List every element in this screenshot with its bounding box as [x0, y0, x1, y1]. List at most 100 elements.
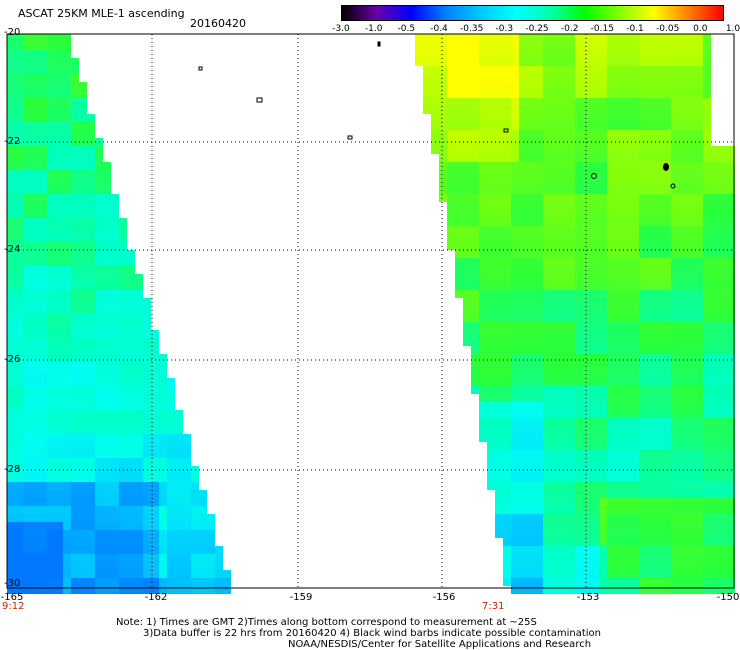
data-cell	[119, 322, 127, 330]
data-cell	[471, 314, 479, 322]
data-cell	[535, 210, 543, 218]
data-cell	[679, 522, 687, 530]
data-cell	[535, 282, 543, 290]
data-cell	[543, 82, 551, 90]
data-cell	[671, 234, 679, 242]
data-cell	[503, 210, 511, 218]
data-cell	[79, 498, 87, 506]
data-cell	[623, 290, 631, 298]
data-cell	[655, 122, 663, 130]
data-cell	[655, 498, 663, 506]
data-cell	[503, 570, 511, 578]
data-cell	[559, 290, 567, 298]
data-cell	[47, 362, 55, 370]
data-cell	[471, 162, 479, 170]
data-cell	[599, 570, 607, 578]
data-cell	[143, 410, 151, 418]
data-cell	[111, 346, 119, 354]
data-cell	[527, 434, 535, 442]
lat-label: -28	[4, 464, 21, 475]
data-cell	[511, 202, 519, 210]
data-cell	[463, 290, 471, 298]
data-cell	[599, 146, 607, 154]
data-cell	[543, 74, 551, 82]
data-cell	[15, 306, 23, 314]
data-cell	[575, 106, 583, 114]
data-cell	[55, 178, 63, 186]
data-cell	[663, 402, 671, 410]
data-cell	[623, 514, 631, 522]
data-cell	[87, 178, 95, 186]
data-cell	[559, 546, 567, 554]
data-cell	[63, 362, 71, 370]
data-cell	[423, 90, 431, 98]
data-cell	[551, 90, 559, 98]
data-cell	[439, 90, 447, 98]
data-cell	[479, 162, 487, 170]
data-cell	[519, 242, 527, 250]
data-cell	[63, 410, 71, 418]
data-cell	[71, 498, 79, 506]
data-cell	[135, 546, 143, 554]
data-cell	[519, 354, 527, 362]
data-cell	[623, 34, 631, 42]
data-cell	[447, 74, 455, 82]
data-cell	[431, 82, 439, 90]
data-cell	[31, 474, 39, 482]
data-cell	[111, 354, 119, 362]
data-cell	[79, 218, 87, 226]
note-line: NOAA/NESDIS/Center for Satellite Applica…	[288, 639, 592, 650]
data-cell	[679, 570, 687, 578]
data-cell	[111, 226, 119, 234]
data-cell	[639, 202, 647, 210]
data-cell	[535, 570, 543, 578]
data-cell	[583, 338, 591, 346]
data-cell	[695, 34, 703, 42]
data-cell	[127, 418, 135, 426]
data-cell	[655, 290, 663, 298]
data-cell	[551, 330, 559, 338]
data-cell	[511, 426, 519, 434]
data-cell	[623, 250, 631, 258]
data-cell	[567, 426, 575, 434]
data-cell	[639, 66, 647, 74]
data-cell	[679, 474, 687, 482]
data-cell	[615, 338, 623, 346]
data-cell	[583, 210, 591, 218]
data-cell	[87, 250, 95, 258]
data-cell	[135, 418, 143, 426]
data-cell	[39, 282, 47, 290]
data-cell	[135, 570, 143, 578]
data-cell	[55, 290, 63, 298]
data-cell	[623, 186, 631, 194]
data-cell	[519, 130, 527, 138]
data-cell	[495, 266, 503, 274]
data-cell	[647, 490, 655, 498]
lat-label: -20	[4, 27, 21, 38]
data-cell	[151, 554, 159, 562]
data-cell	[151, 506, 159, 514]
data-cell	[551, 458, 559, 466]
data-cell	[55, 522, 63, 530]
data-cell	[167, 402, 175, 410]
data-cell	[183, 522, 191, 530]
data-cell	[487, 202, 495, 210]
data-cell	[543, 330, 551, 338]
data-cell	[111, 530, 119, 538]
data-cell	[135, 282, 143, 290]
data-cell	[663, 490, 671, 498]
data-cell	[111, 394, 119, 402]
data-cell	[55, 98, 63, 106]
data-cell	[63, 538, 71, 546]
data-cell	[591, 82, 599, 90]
data-cell	[591, 570, 599, 578]
data-cell	[39, 178, 47, 186]
data-cell	[511, 458, 519, 466]
data-cell	[679, 418, 687, 426]
data-cell	[559, 378, 567, 386]
data-cell	[711, 434, 719, 442]
data-cell	[671, 50, 679, 58]
data-cell	[95, 514, 103, 522]
data-cell	[711, 506, 719, 514]
data-cell	[143, 538, 151, 546]
